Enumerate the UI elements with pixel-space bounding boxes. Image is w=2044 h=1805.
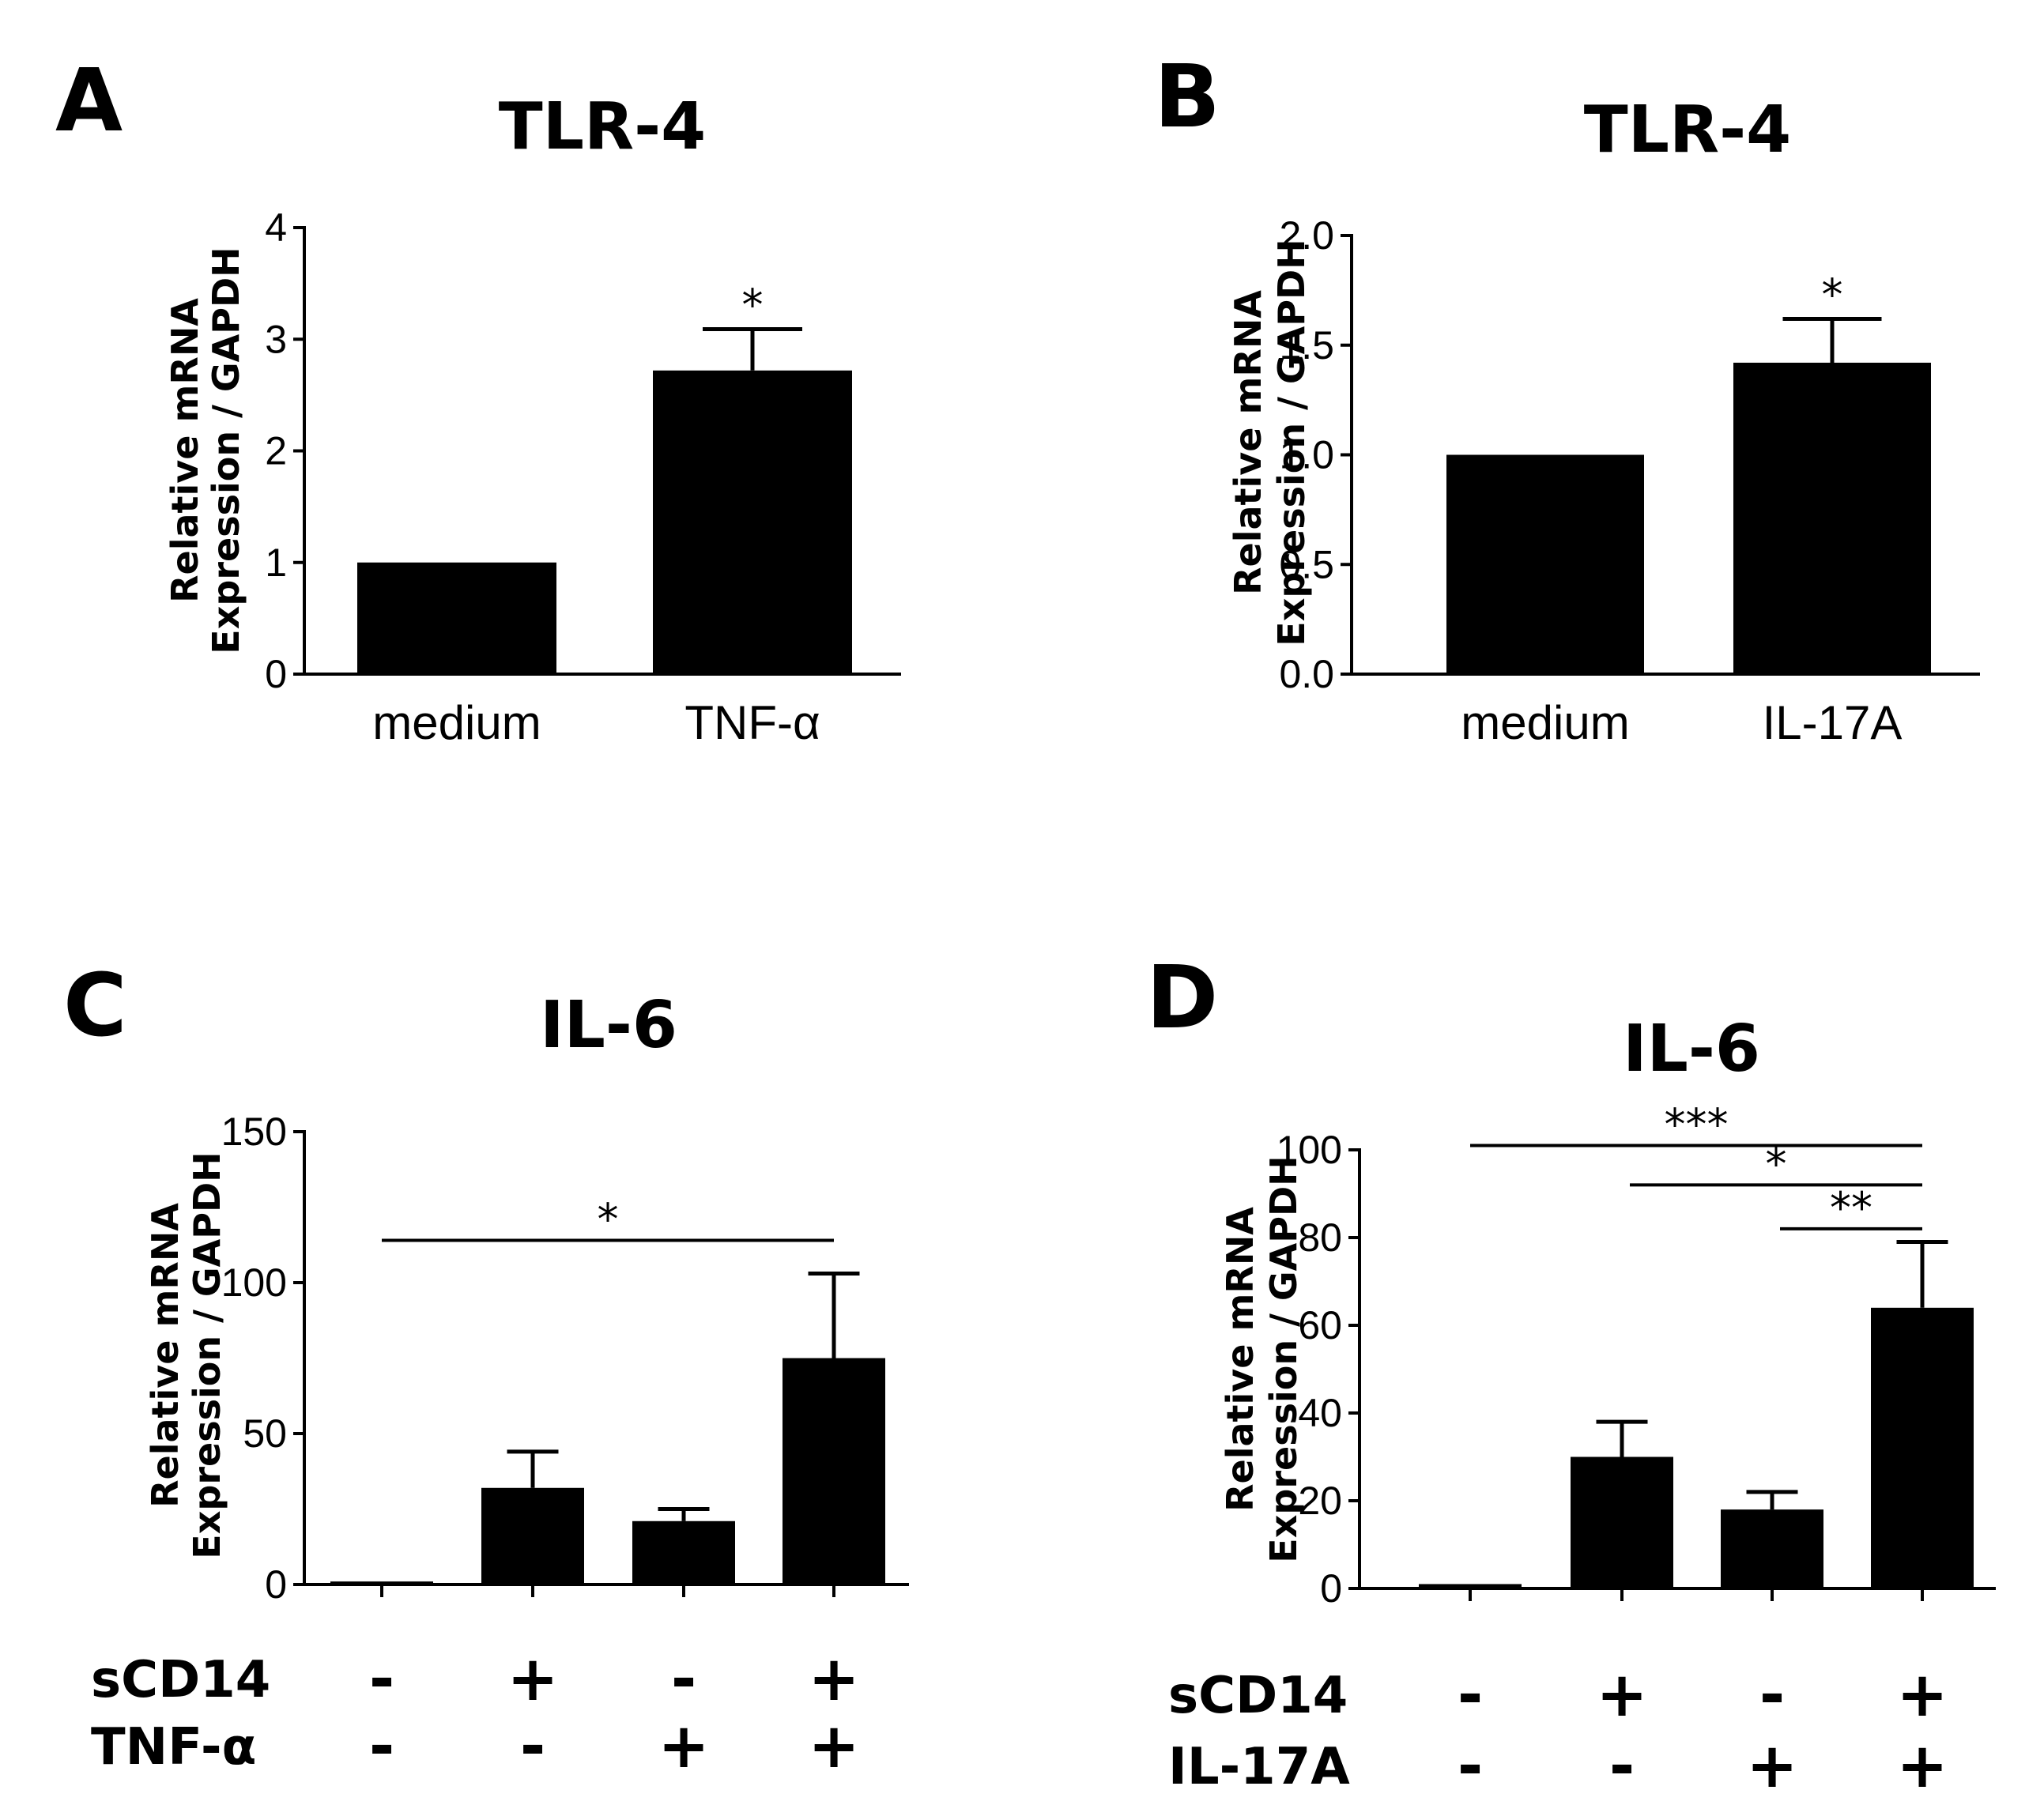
- condition-plus: +: [1896, 1660, 1948, 1731]
- x-category-label: medium: [1461, 696, 1629, 749]
- significance-marker: *: [598, 1195, 619, 1245]
- y-axis-label-line1: Relative mRNA: [164, 298, 206, 603]
- y-tick-label: 40: [1298, 1391, 1342, 1435]
- condition-minus: -: [369, 1644, 394, 1715]
- chart-title: TLR-4: [1584, 92, 1791, 168]
- y-tick-label: 0: [265, 1562, 287, 1607]
- y-tick-label: 4: [265, 205, 287, 250]
- condition-minus: -: [1609, 1731, 1635, 1802]
- y-tick-label: 2: [265, 429, 287, 473]
- chart-title: IL-6: [540, 988, 677, 1063]
- condition-minus: -: [671, 1644, 696, 1715]
- y-tick-label: 1: [265, 541, 287, 585]
- condition-minus: -: [1458, 1660, 1483, 1731]
- y-tick-label: 60: [1298, 1303, 1342, 1347]
- y-tick-label: 20: [1298, 1479, 1342, 1523]
- panel-d: D IL-6 Relative mRNA Expression / GAPDH 0 20 4…: [1146, 947, 1996, 1802]
- y-tick-label: 100: [221, 1260, 287, 1305]
- y-tick-label: 2.0: [1279, 213, 1334, 258]
- panel-letter: D: [1146, 947, 1218, 1048]
- significance-marker: *: [1766, 1139, 1787, 1189]
- y-tick-label: 0.0: [1279, 652, 1334, 696]
- y-tick-label: 150: [221, 1110, 287, 1154]
- significance-marker: *: [742, 281, 764, 330]
- panel-letter: A: [55, 50, 123, 151]
- condition-label: TNF-α: [91, 1718, 257, 1777]
- bar: [1733, 362, 1931, 674]
- condition-plus: +: [1896, 1731, 1948, 1802]
- condition-plus: +: [808, 1644, 859, 1715]
- condition-plus: +: [1746, 1731, 1797, 1802]
- bar: [357, 562, 556, 674]
- y-tick-label: 100: [1277, 1128, 1342, 1172]
- panel-b: B TLR-4 Relative mRNA Expression / GAPDH 0.0…: [1154, 46, 1980, 749]
- y-axis-label-line1: Relative mRNA: [1227, 290, 1269, 595]
- chart-title: IL-6: [1623, 1012, 1760, 1087]
- panel-letter: C: [63, 955, 127, 1056]
- condition-minus: -: [369, 1711, 394, 1782]
- significance-marker: ***: [1665, 1099, 1729, 1149]
- condition-label: sCD14: [91, 1651, 270, 1709]
- bar: [632, 1520, 735, 1585]
- condition-plus: +: [808, 1711, 859, 1782]
- condition-minus: -: [1458, 1731, 1483, 1802]
- x-category-label: TNF-α: [684, 696, 820, 749]
- y-axis-label-line2: Expression / GAPDH: [205, 247, 247, 654]
- panel-letter: B: [1154, 46, 1220, 147]
- y-tick-label: 80: [1298, 1215, 1342, 1260]
- condition-plus: +: [658, 1711, 709, 1782]
- y-tick-label: 3: [265, 317, 287, 361]
- significance-marker: **: [1830, 1183, 1872, 1233]
- y-axis-label-line1: Relative mRNA: [144, 1203, 187, 1508]
- y-tick-label: 0.5: [1279, 542, 1334, 586]
- y-tick-label: 1.5: [1279, 323, 1334, 367]
- y-axis-label-line2: Expression / GAPDH: [1270, 239, 1313, 646]
- y-tick-label: 1.0: [1279, 433, 1334, 477]
- condition-minus: -: [520, 1711, 545, 1782]
- y-tick-label: 50: [243, 1411, 287, 1456]
- bar: [783, 1358, 885, 1585]
- bar: [330, 1581, 433, 1585]
- chart-title: TLR-4: [499, 89, 706, 164]
- bar: [1871, 1307, 1974, 1588]
- condition-minus: -: [1759, 1660, 1785, 1731]
- condition-label: IL-17A: [1168, 1738, 1350, 1796]
- y-axis-label-line1: Relative mRNA: [1219, 1207, 1261, 1512]
- condition-label: sCD14: [1168, 1667, 1348, 1725]
- x-category-label: IL-17A: [1763, 696, 1903, 749]
- panel-c: C IL-6 Relative mRNA Expression / GAPDH 0 50 1…: [63, 955, 909, 1782]
- y-axis-label-line2: Expression / GAPDH: [1262, 1155, 1305, 1562]
- bar: [653, 370, 852, 674]
- condition-plus: +: [1596, 1660, 1647, 1731]
- bar: [1419, 1584, 1522, 1588]
- y-axis-label-line2: Expression / GAPDH: [186, 1151, 228, 1558]
- significance-marker: *: [1822, 269, 1843, 319]
- y-tick-label: 0: [1320, 1566, 1342, 1611]
- bar: [481, 1487, 584, 1585]
- y-tick-label: 0: [265, 652, 287, 696]
- bar: [1446, 454, 1644, 674]
- bar: [1721, 1509, 1823, 1588]
- condition-plus: +: [507, 1644, 558, 1715]
- bar: [1571, 1456, 1673, 1588]
- x-category-label: medium: [372, 696, 541, 749]
